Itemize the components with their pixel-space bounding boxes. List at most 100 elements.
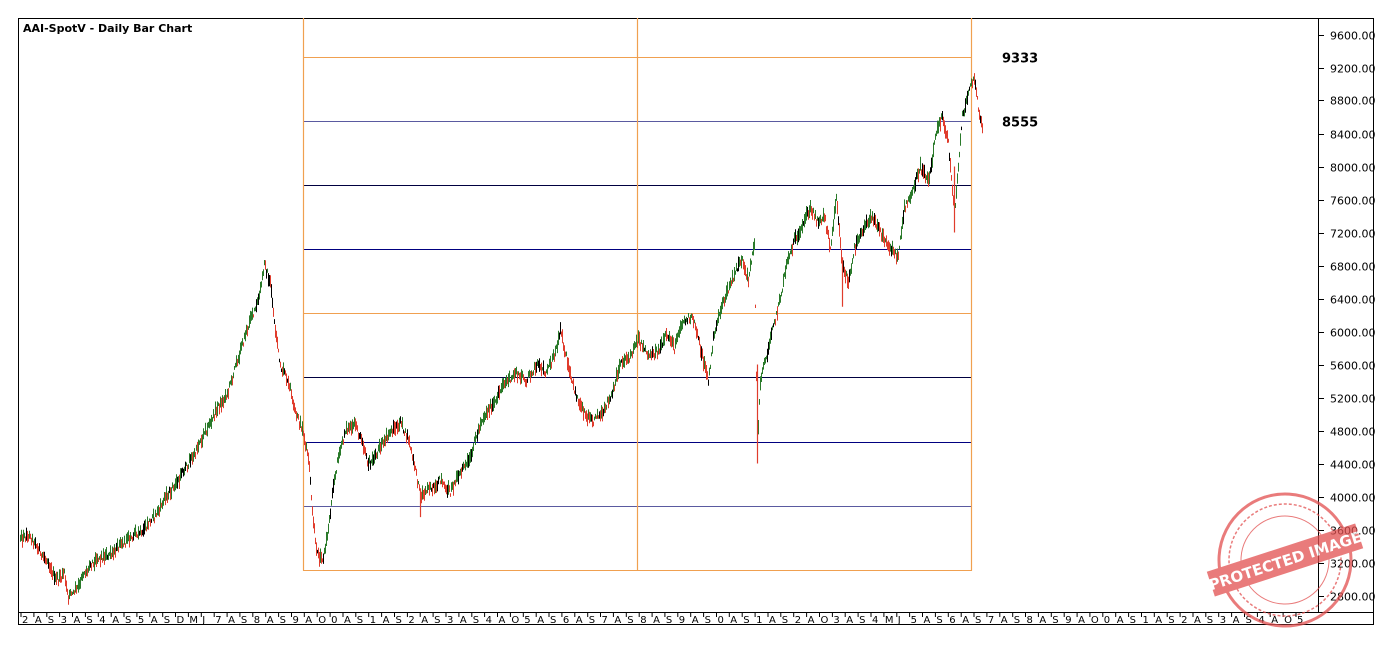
x-tick-label: A [74,615,81,626]
y-tick-label: 4400.00 [1330,459,1376,472]
x-tick-label: 5 [1297,615,1303,626]
x-tick-label: O [1091,615,1099,626]
x-tick-label: 5 [524,615,530,626]
x-tick-label: A [1233,615,1240,626]
x-tick-label: 0 [718,615,724,626]
y-tick-label: 4000.00 [1330,492,1376,505]
y-tick-label: 3200.00 [1330,558,1376,571]
x-tick-label: A [499,615,506,626]
x-tick-label: A [1155,615,1162,626]
x-tick-label: 1 [1143,615,1149,626]
x-tick-label: M [189,615,198,626]
x-tick-label: S [48,615,54,626]
x-tick-label: 8 [254,615,260,626]
x-tick-label: S [782,615,788,626]
y-tick-label: 5600.00 [1330,360,1376,373]
x-tick-label: S [1130,615,1136,626]
level-label-8555: 8555 [1002,116,1038,131]
x-tick-label: O [318,615,326,626]
x-tick-label: S [859,615,865,626]
y-tick-label: 6400.00 [1330,294,1376,307]
y-tick-label: 8800.00 [1330,95,1376,108]
x-tick-label: 3 [1220,615,1226,626]
x-tick-label: A [305,615,312,626]
x-tick-label: A [267,615,274,626]
x-tick-label: A [112,615,119,626]
x-tick-label: A [614,615,621,626]
x-tick-label: S [975,615,981,626]
y-tick-label: 8400.00 [1330,129,1376,142]
x-tick-label: O [1284,615,1292,626]
x-tick-label: A [1271,615,1278,626]
x-tick-label: S [1246,615,1252,626]
y-tick-label: 6800.00 [1330,261,1376,274]
x-tick-label: 5 [911,615,917,626]
x-tick-label: 1 [756,615,762,626]
x-tick-label: 2 [795,615,801,626]
x-tick-label: S [627,615,633,626]
x-tick-label: 2 [408,615,414,626]
x-tick-label: S [434,615,440,626]
x-tick-label: S [357,615,363,626]
x-tick-label: A [151,615,158,626]
x-tick-label: A [808,615,815,626]
x-tick-label: S [936,615,942,626]
price-bars [20,73,983,605]
x-tick-label: 2 [22,615,28,626]
x-tick-label: A [730,615,737,626]
y-tick-label: 7600.00 [1330,195,1376,208]
level-label-9333: 9333 [1002,52,1038,67]
x-tick-label: S [743,615,749,626]
x-tick-label: A [35,615,42,626]
x-tick-label: A [421,615,428,626]
x-tick-label: 7 [988,615,994,626]
x-tick-label: 6 [563,615,569,626]
x-tick-label: S [705,615,711,626]
x-tick-label: 3 [61,615,67,626]
x-tick-label: A [228,615,235,626]
y-tick-label: 7200.00 [1330,228,1376,241]
x-tick-label: 5 [138,615,144,626]
x-tick-label: 8 [1027,615,1033,626]
x-tick-label: S [86,615,92,626]
plot-border [18,18,1374,625]
x-tick-label: 6 [949,615,955,626]
x-tick-label: S [1052,615,1058,626]
x-tick-label: A [769,615,776,626]
x-tick-label: A [692,615,699,626]
x-tick-label: 9 [1065,615,1071,626]
x-tick-label: 7 [602,615,608,626]
x-tick-label: A [846,615,853,626]
y-tick-label: 9600.00 [1330,30,1376,43]
y-tick-label: 6000.00 [1330,327,1376,340]
x-tick-label: A [1117,615,1124,626]
x-tick-label: 0 [1104,615,1110,626]
y-tick-label: 4800.00 [1330,426,1376,439]
x-tick-label: S [164,615,170,626]
x-tick-label: J [201,615,205,626]
x-tick-label: A [383,615,390,626]
x-tick-label: S [396,615,402,626]
x-tick-label: 3 [447,615,453,626]
x-tick-label: S [1168,615,1174,626]
x-tick-label: S [473,615,479,626]
y-tick-label: 9200.00 [1330,63,1376,76]
x-tick-label: S [125,615,131,626]
x-tick-label: O [511,615,519,626]
x-tick-label: A [1039,615,1046,626]
x-tick-label: 3 [833,615,839,626]
x-tick-label: S [241,615,247,626]
x-tick-label: 1 [370,615,376,626]
x-tick-label: A [576,615,583,626]
x-tick-label: S [1207,615,1213,626]
x-tick-label: J [897,615,901,626]
x-tick-label: S [589,615,595,626]
x-tick-label: A [460,615,467,626]
x-tick-label: A [1194,615,1201,626]
x-tick-label: S [1014,615,1020,626]
x-tick-label: A [344,615,351,626]
x-tick-label: 4 [872,615,878,626]
x-tick-label: A [924,615,931,626]
